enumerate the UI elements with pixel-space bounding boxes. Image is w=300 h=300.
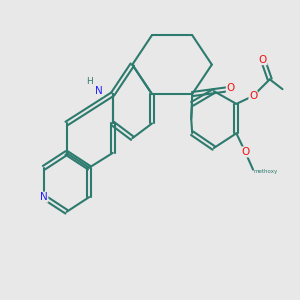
Text: O: O <box>241 147 249 157</box>
Text: N: N <box>40 192 48 202</box>
Text: O: O <box>249 91 257 101</box>
Text: O: O <box>226 83 235 93</box>
Text: methoxy: methoxy <box>254 169 278 174</box>
Text: H: H <box>86 77 92 86</box>
Text: N: N <box>95 86 103 96</box>
Text: O: O <box>259 55 267 65</box>
